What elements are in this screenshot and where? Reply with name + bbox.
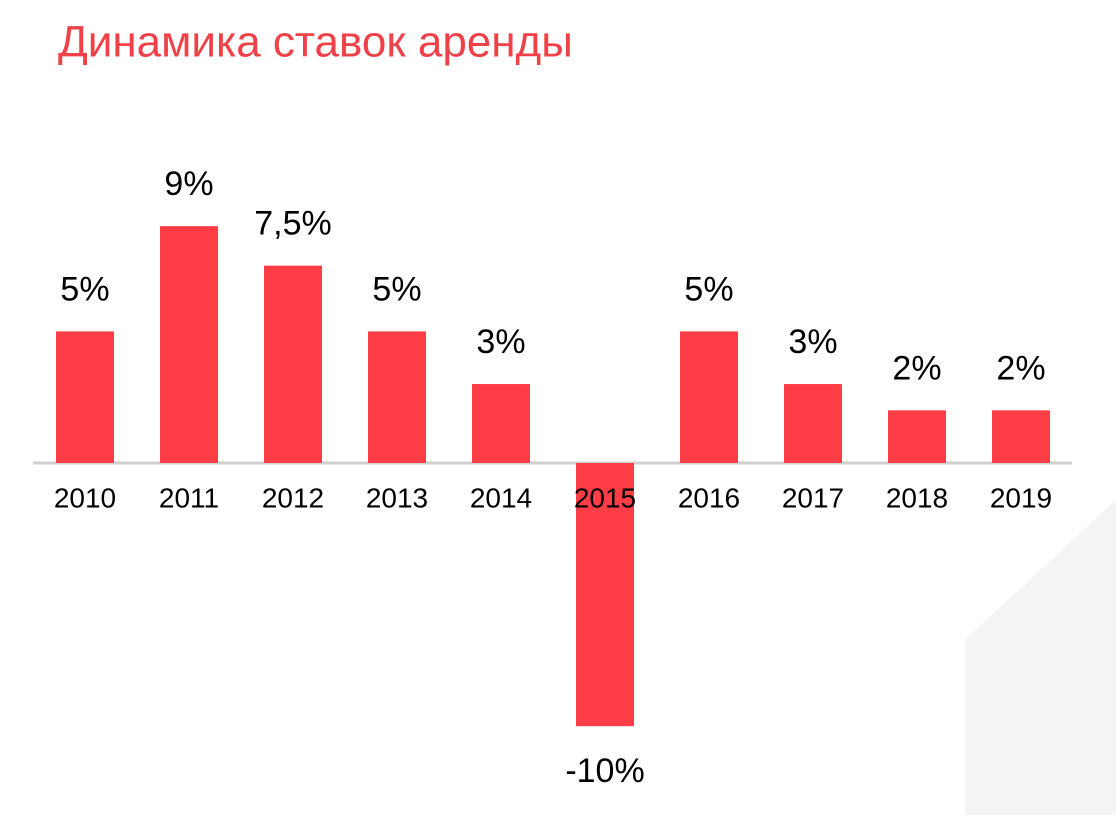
bar <box>368 331 426 463</box>
x-tick-label: 2017 <box>782 482 844 513</box>
x-tick-label: 2013 <box>366 482 428 513</box>
bar <box>472 384 530 463</box>
x-tick-label: 2010 <box>54 482 116 513</box>
value-label: 2% <box>892 349 941 387</box>
x-tick-label: 2015 <box>574 482 636 513</box>
value-label: 5% <box>60 270 109 308</box>
value-label: 2% <box>996 349 1045 387</box>
x-tick-label: 2019 <box>990 482 1052 513</box>
bar <box>264 265 322 463</box>
bar <box>888 410 946 463</box>
bar <box>576 463 634 727</box>
bar <box>160 226 218 463</box>
x-tick-label: 2014 <box>470 482 532 513</box>
bar <box>784 384 842 463</box>
x-tick-label: 2016 <box>678 482 740 513</box>
value-label: 9% <box>164 165 213 203</box>
bar <box>56 331 114 463</box>
x-tick-label: 2012 <box>262 482 324 513</box>
value-label: 3% <box>788 323 837 361</box>
value-label: 7,5% <box>254 205 332 243</box>
chart-title: Динамика ставок аренды <box>58 18 573 67</box>
x-tick-label: 2011 <box>159 482 219 513</box>
value-label: 5% <box>372 270 421 308</box>
decoration <box>965 500 1116 815</box>
value-label: -10% <box>565 752 644 790</box>
bar <box>992 410 1050 463</box>
bar <box>680 331 738 463</box>
value-label: 5% <box>684 270 733 308</box>
x-tick-label: 2018 <box>886 482 948 513</box>
value-label: 3% <box>476 323 525 361</box>
